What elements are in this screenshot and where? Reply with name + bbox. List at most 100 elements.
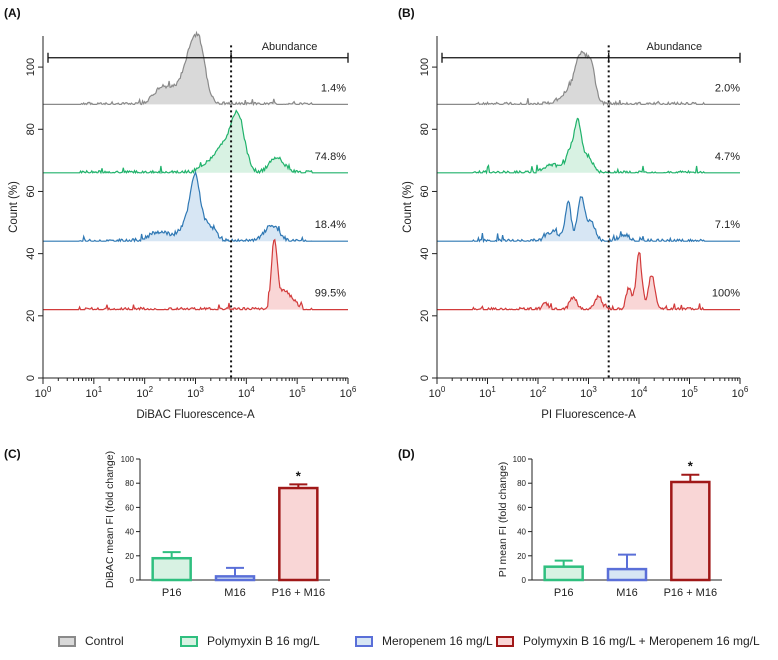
abundance-value: 18.4% bbox=[315, 219, 346, 231]
abundance-value: 2.0% bbox=[715, 82, 740, 94]
legend-label: Polymyxin B 16 mg/L bbox=[207, 634, 320, 648]
legend-swatch-combination bbox=[496, 635, 514, 647]
legend-swatch-meropenem bbox=[355, 635, 373, 647]
panel-c-bar-chart: (C) 0 20 40 60 80 100 P16 M16 * P16 + M16 DiBAC mea… bbox=[4, 447, 330, 599]
abundance-value: 99.5% bbox=[315, 288, 346, 300]
category-label: M16 bbox=[616, 587, 637, 599]
bar bbox=[606, 567, 648, 582]
legend-item-control: Control bbox=[58, 634, 124, 648]
abundance-value: 74.8% bbox=[315, 151, 346, 163]
x-tick-label: 102 bbox=[530, 385, 547, 400]
histogram-fill bbox=[437, 118, 740, 173]
x-tick-label: 101 bbox=[479, 385, 496, 400]
legend-item-meropenem: Meropenem 16 mg/L bbox=[355, 634, 493, 648]
bar bbox=[543, 565, 584, 582]
y-tick-label: 100 bbox=[513, 455, 527, 464]
y-tick-label: 20 bbox=[125, 552, 134, 561]
y-tick-label: 80 bbox=[25, 123, 37, 135]
y-tick-label: 20 bbox=[25, 310, 37, 322]
x-tick-label: 103 bbox=[580, 385, 597, 400]
category-label: P16 bbox=[554, 587, 574, 599]
x-axis-label: PI Fluorescence-A bbox=[541, 409, 636, 421]
legend-item-combination: Polymyxin B 16 mg/L + Meropenem 16 mg/L bbox=[496, 634, 760, 648]
abundance-value: 7.1% bbox=[715, 219, 740, 231]
histogram-fill bbox=[437, 252, 740, 310]
legend-label: Polymyxin B 16 mg/L + Meropenem 16 mg/L bbox=[523, 634, 760, 648]
y-tick-label: 60 bbox=[419, 185, 431, 197]
y-tick-label: 40 bbox=[419, 248, 431, 260]
y-tick-label: 80 bbox=[419, 123, 431, 135]
y-tick-label: 40 bbox=[25, 248, 37, 260]
gate-label: Abundance bbox=[647, 41, 703, 53]
x-tick-label: 105 bbox=[289, 385, 306, 400]
x-tick-label: 101 bbox=[85, 385, 102, 400]
x-tick-label: 100 bbox=[35, 385, 52, 400]
category-label: M16 bbox=[224, 587, 245, 599]
y-tick-label: 100 bbox=[25, 58, 37, 76]
abundance-value: 100% bbox=[712, 288, 740, 300]
y-tick-label: 60 bbox=[517, 503, 526, 512]
y-tick-label: 40 bbox=[517, 528, 526, 537]
y-tick-label: 0 bbox=[522, 576, 527, 585]
histogram-line bbox=[437, 196, 740, 244]
y-tick-label: 80 bbox=[125, 479, 134, 488]
histogram-fill bbox=[437, 51, 740, 105]
figure-canvas: (A) 1.4% 74.8% 18.4% 99.5% Abundance 0 20 40 60 80… bbox=[4, 6, 749, 599]
y-tick-label: 100 bbox=[419, 58, 431, 76]
y-tick-label: 80 bbox=[517, 479, 526, 488]
histogram-fill bbox=[43, 32, 348, 105]
y-tick-label: 60 bbox=[25, 185, 37, 197]
histogram-line bbox=[437, 50, 740, 107]
legend-item-polymyxin: Polymyxin B 16 mg/L bbox=[180, 634, 320, 648]
abundance-value: 4.7% bbox=[715, 151, 740, 163]
y-tick-label: 0 bbox=[25, 375, 37, 381]
y-tick-label: 100 bbox=[121, 455, 135, 464]
panel-d-bar-chart: (D) 0 20 40 60 80 100 P16 M16 * P16 + M16 PI mean F… bbox=[398, 447, 722, 599]
histogram-line bbox=[43, 30, 348, 107]
y-tick-label: 0 bbox=[419, 375, 431, 381]
histogram-line bbox=[437, 117, 740, 175]
histogram-fill bbox=[43, 172, 348, 242]
legend-label: Meropenem 16 mg/L bbox=[382, 634, 493, 648]
legend: Control Polymyxin B 16 mg/L Meropenem 16… bbox=[0, 634, 778, 658]
histogram-line bbox=[43, 238, 348, 312]
abundance-value: 1.4% bbox=[321, 82, 346, 94]
histogram-fill bbox=[43, 110, 348, 173]
panel-label: (B) bbox=[398, 6, 415, 20]
panel-label: (C) bbox=[4, 447, 21, 461]
category-label: P16 + M16 bbox=[664, 587, 718, 599]
legend-label: Control bbox=[85, 634, 124, 648]
y-tick-label: 60 bbox=[125, 503, 134, 512]
gate-label: Abundance bbox=[262, 41, 318, 53]
histogram-line bbox=[43, 170, 348, 243]
histogram-fill bbox=[43, 239, 348, 310]
x-tick-label: 104 bbox=[238, 385, 255, 400]
x-tick-label: 105 bbox=[681, 385, 698, 400]
y-axis-label: PI mean FI (fold change) bbox=[497, 462, 509, 578]
histogram-line bbox=[43, 109, 348, 175]
y-tick-label: 0 bbox=[130, 576, 135, 585]
significance-marker: * bbox=[296, 468, 302, 483]
y-tick-label: 20 bbox=[419, 310, 431, 322]
panel-b-histogram: (B) 2.0% 4.7% 7.1% 100% Abundance 0 20 40 60 80 100… bbox=[398, 6, 749, 421]
bar bbox=[278, 486, 319, 582]
x-tick-label: 104 bbox=[631, 385, 648, 400]
y-tick-label: 20 bbox=[517, 552, 526, 561]
category-label: P16 bbox=[162, 587, 182, 599]
category-label: P16 + M16 bbox=[272, 587, 326, 599]
significance-marker: * bbox=[688, 459, 694, 474]
bar bbox=[214, 575, 256, 582]
panel-a-histogram: (A) 1.4% 74.8% 18.4% 99.5% Abundance 0 20 40 60 80… bbox=[4, 6, 357, 421]
legend-swatch-polymyxin bbox=[180, 635, 198, 647]
x-tick-label: 103 bbox=[187, 385, 204, 400]
panel-label: (A) bbox=[4, 6, 21, 20]
y-axis-label: DiBAC mean FI (fold change) bbox=[104, 451, 116, 588]
x-tick-label: 100 bbox=[429, 385, 446, 400]
bar bbox=[670, 480, 711, 582]
x-tick-label: 106 bbox=[732, 385, 749, 400]
histogram-fill bbox=[437, 196, 740, 242]
y-tick-label: 40 bbox=[125, 528, 134, 537]
histogram-line bbox=[437, 251, 740, 312]
x-tick-label: 106 bbox=[340, 385, 357, 400]
y-axis-label: Count (%) bbox=[8, 181, 20, 233]
